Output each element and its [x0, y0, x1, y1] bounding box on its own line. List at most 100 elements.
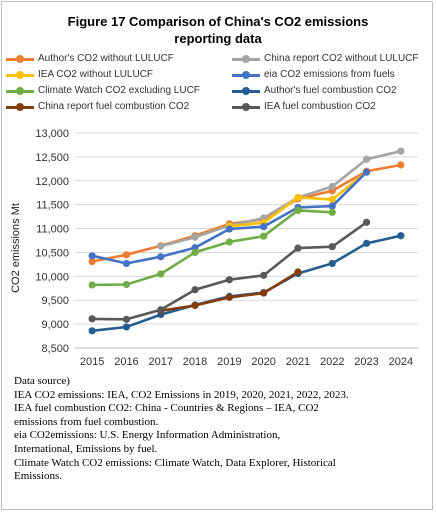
legend-label: IEA fuel combustion CO2: [264, 101, 376, 112]
legend-label: China report CO2 without LULUCF: [264, 53, 419, 64]
gridlines: [75, 132, 418, 349]
y-tick-label: 11,000: [36, 224, 69, 236]
x-tick-label: 2022: [320, 356, 344, 368]
series-8: [88, 218, 371, 323]
y-tick-label: 9,000: [41, 319, 69, 331]
data-point: [328, 259, 336, 268]
legend-label: Author's fuel combustion CO2: [264, 85, 397, 96]
legend-item-china-report-co2: China report CO2 without LULUCF: [232, 52, 419, 65]
legend-swatch: [232, 68, 260, 81]
legend-item-china-report-fuel-co2: China report fuel combustion CO2: [6, 100, 189, 113]
data-point: [191, 286, 199, 294]
data-point: [88, 252, 96, 260]
data-point: [122, 323, 131, 331]
data-point: [294, 244, 302, 252]
line-chart: 8,500 9,000 9,500 10,000 10,500 11,000 11,500 1…: [10, 128, 418, 368]
data-point: [88, 257, 96, 266]
data-point: [88, 315, 96, 323]
legend-label: IEA CO2 without LULUCF: [38, 69, 154, 80]
x-tick-label: 2023: [354, 356, 378, 368]
data-point: [294, 206, 302, 214]
series-2: [157, 147, 405, 250]
x-tick-label: 2018: [183, 356, 207, 368]
data-point: [122, 315, 131, 323]
x-tick-label: 2016: [114, 356, 138, 368]
data-point: [362, 168, 371, 176]
series-7: [157, 268, 302, 315]
data-point: [191, 233, 199, 241]
y-tick-label: 12,500: [35, 152, 69, 164]
chart-title-line2: reporting data: [174, 31, 262, 46]
legend-item-iea-fuel-co2: IEA fuel combustion CO2: [232, 100, 376, 113]
legend-item-authors-co2: Author's CO2 without LULUCF: [6, 52, 174, 65]
data-point: [122, 280, 131, 289]
x-tick-label: 2019: [217, 356, 241, 368]
y-tick-labels: 8,500 9,000 9,500 10,000 10,500 11,000 11,500 1…: [35, 128, 69, 355]
data-point: [294, 268, 302, 276]
data-point: [260, 289, 268, 297]
legend-label: China report fuel combustion CO2: [38, 101, 190, 112]
series-line: [91, 171, 368, 265]
notes-line: emissions from fuel combustion.: [14, 415, 159, 428]
legend-swatch: [6, 84, 34, 97]
legend-swatch: [232, 52, 260, 65]
data-point: [225, 225, 233, 233]
data-point: [328, 208, 336, 216]
notes-line: International, Emissions by fuel.: [14, 442, 158, 455]
series-6: [88, 232, 405, 335]
y-tick-label: 11,500: [36, 200, 69, 212]
x-tick-label: 2024: [389, 356, 413, 368]
data-source-notes: Data source) IEA CO2 emissions: IEA, CO2…: [14, 375, 424, 484]
data-point: [260, 223, 268, 231]
data-point: [88, 281, 96, 289]
data-point: [362, 218, 371, 226]
data-point: [157, 306, 165, 314]
legend-item-climate-watch-co2: Climate Watch CO2 excluding LUCF: [6, 84, 200, 97]
legend-swatch: [6, 100, 34, 113]
data-point: [88, 327, 96, 335]
data-point: [397, 232, 405, 240]
data-point: [191, 248, 199, 257]
legend-item-iea-co2: IEA CO2 without LULUCF: [6, 68, 153, 81]
data-point: [157, 242, 165, 250]
series-line: [91, 163, 402, 263]
notes-line: Emissions.: [14, 470, 62, 483]
legend-label: Author's CO2 without LULUCF: [38, 53, 174, 64]
data-point: [294, 193, 302, 202]
chart-title-line1: Figure 17 Comparison of China's CO2 emis…: [67, 14, 369, 29]
data-point: [362, 155, 371, 163]
series-line: [92, 209, 333, 287]
data-point: [260, 232, 268, 240]
y-tick-label: 10,000: [35, 271, 69, 283]
legend-label: eia CO2 emissions from fuels: [264, 69, 395, 80]
legend-swatch: [6, 52, 34, 65]
y-tick-label: 9,500: [41, 295, 69, 307]
data-point: [157, 253, 165, 261]
x-tick-label: 2020: [251, 356, 275, 368]
series-lines: [88, 147, 405, 335]
data-point: [328, 243, 336, 251]
data-point: [191, 301, 199, 310]
notes-line: IEA fuel combustion CO2: China - Countri…: [14, 402, 319, 415]
data-point: [157, 270, 165, 278]
legend-label: Climate Watch CO2 excluding LUCF: [38, 85, 200, 96]
legend-swatch: [232, 84, 260, 97]
y-tick-label: 8,500: [41, 343, 69, 355]
data-point: [225, 293, 233, 301]
data-point: [362, 239, 371, 247]
data-point: [397, 147, 405, 155]
legend-swatch: [6, 68, 34, 81]
legend-item-authors-fuel-co2: Author's fuel combustion CO2: [232, 84, 397, 97]
data-point: [328, 202, 336, 210]
legend-swatch: [232, 100, 260, 113]
series-line: [92, 221, 368, 321]
notes-line: Data source): [14, 375, 70, 387]
y-axis-label: CO2 emissions Mt: [10, 203, 22, 293]
data-point: [260, 271, 268, 279]
x-tick-label: 2017: [149, 356, 173, 368]
series-line: [160, 149, 402, 248]
data-point: [328, 182, 336, 191]
notes-line: Climate Watch CO2 emissions: Climate Wat…: [14, 456, 336, 469]
data-point: [122, 251, 131, 259]
